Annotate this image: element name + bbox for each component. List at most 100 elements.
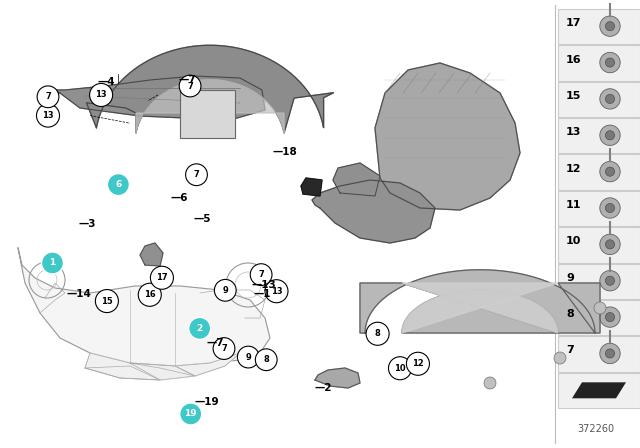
Circle shape	[186, 164, 207, 185]
Bar	[558, 336, 640, 372]
Text: 16: 16	[144, 290, 156, 299]
Text: 7: 7	[188, 82, 193, 90]
Polygon shape	[312, 180, 435, 243]
Text: 13: 13	[271, 287, 282, 296]
Bar	[558, 82, 640, 117]
Polygon shape	[572, 382, 626, 398]
Circle shape	[150, 266, 173, 289]
Bar	[558, 191, 640, 226]
Circle shape	[605, 349, 614, 358]
Circle shape	[255, 349, 277, 370]
Circle shape	[179, 75, 201, 97]
Circle shape	[554, 352, 566, 364]
Text: 10: 10	[566, 237, 581, 246]
Circle shape	[600, 271, 620, 291]
Text: 11: 11	[566, 200, 582, 210]
Circle shape	[388, 357, 412, 380]
Text: —3: —3	[79, 219, 96, 229]
Circle shape	[36, 104, 60, 127]
Text: 8: 8	[566, 309, 573, 319]
Text: 15: 15	[101, 297, 113, 306]
Text: 10: 10	[394, 364, 406, 373]
Polygon shape	[52, 76, 265, 120]
Text: —2: —2	[314, 383, 332, 393]
Circle shape	[394, 357, 406, 369]
Text: 7: 7	[194, 170, 199, 179]
Text: —14: —14	[67, 289, 92, 299]
Circle shape	[605, 203, 614, 213]
Circle shape	[600, 234, 620, 254]
Circle shape	[366, 322, 389, 345]
Text: —7: —7	[206, 338, 224, 348]
Text: —13: —13	[252, 280, 276, 290]
Circle shape	[605, 276, 614, 285]
Text: 8: 8	[264, 355, 269, 364]
Circle shape	[42, 252, 63, 274]
Text: 9: 9	[566, 273, 574, 283]
Text: 372260: 372260	[577, 424, 614, 434]
Polygon shape	[136, 79, 284, 133]
Bar	[558, 373, 640, 408]
Circle shape	[213, 338, 235, 359]
Polygon shape	[140, 243, 163, 266]
Text: 6: 6	[115, 180, 122, 189]
Circle shape	[108, 173, 129, 196]
Text: 16: 16	[566, 55, 582, 65]
Polygon shape	[315, 368, 360, 388]
Circle shape	[605, 167, 614, 176]
Circle shape	[214, 280, 236, 301]
Bar	[558, 155, 640, 190]
Polygon shape	[86, 45, 333, 133]
Circle shape	[600, 125, 620, 146]
Circle shape	[605, 22, 614, 31]
Bar	[558, 118, 640, 154]
Text: —4: —4	[97, 77, 115, 87]
Text: —1: —1	[254, 289, 271, 299]
Bar	[558, 263, 640, 299]
Circle shape	[600, 16, 620, 36]
Text: 17: 17	[566, 18, 582, 28]
Text: 12: 12	[566, 164, 582, 174]
Text: 13: 13	[42, 111, 54, 120]
Bar	[558, 300, 640, 335]
Text: 12: 12	[412, 359, 424, 368]
Text: 7: 7	[566, 345, 573, 355]
Circle shape	[605, 240, 614, 249]
Circle shape	[180, 403, 202, 425]
Circle shape	[237, 346, 259, 368]
Polygon shape	[130, 363, 195, 380]
Text: —19: —19	[195, 397, 219, 407]
Circle shape	[605, 313, 614, 322]
Text: 9: 9	[223, 286, 228, 295]
Text: 8: 8	[375, 329, 380, 338]
Bar	[558, 227, 640, 263]
Circle shape	[600, 307, 620, 327]
Text: 7: 7	[45, 92, 51, 101]
Text: 1: 1	[49, 258, 56, 267]
Polygon shape	[18, 248, 270, 366]
Text: —7: —7	[179, 75, 196, 85]
Circle shape	[95, 289, 118, 313]
Bar	[558, 45, 640, 81]
Text: 9: 9	[246, 353, 251, 362]
Text: 15: 15	[566, 91, 581, 101]
Polygon shape	[85, 353, 240, 380]
Text: —5: —5	[194, 214, 211, 224]
Circle shape	[594, 302, 606, 314]
Circle shape	[600, 89, 620, 109]
Polygon shape	[360, 270, 600, 333]
Circle shape	[265, 280, 288, 303]
Circle shape	[406, 352, 429, 375]
Text: 13: 13	[566, 127, 581, 137]
Circle shape	[484, 377, 496, 389]
Text: 7: 7	[259, 270, 264, 279]
Text: 19: 19	[184, 409, 197, 418]
Circle shape	[600, 161, 620, 182]
Circle shape	[600, 52, 620, 73]
Text: —6: —6	[170, 194, 188, 203]
Text: —18: —18	[273, 147, 298, 157]
Circle shape	[605, 58, 614, 67]
Circle shape	[600, 198, 620, 218]
Circle shape	[138, 283, 161, 306]
Circle shape	[90, 83, 113, 107]
